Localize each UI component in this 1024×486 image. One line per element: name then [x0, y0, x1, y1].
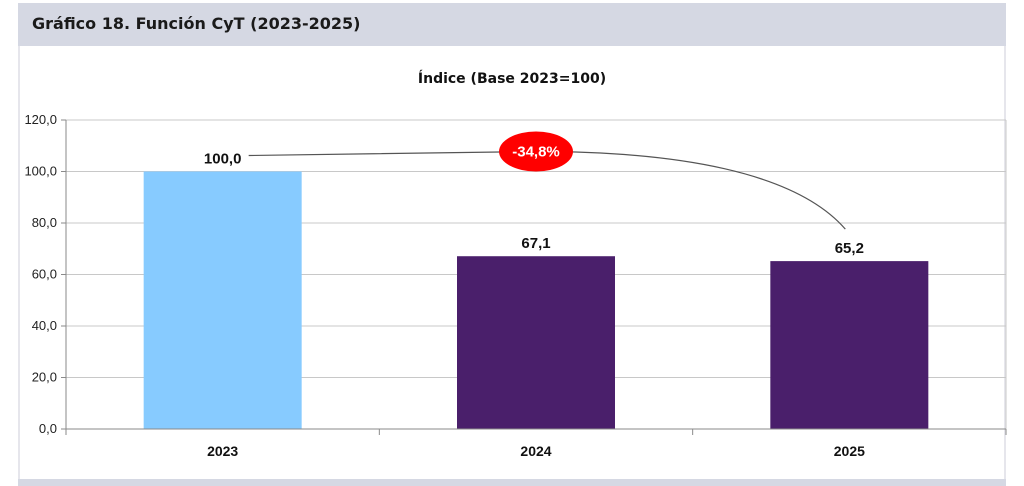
x-tick-label: 2023: [207, 443, 238, 459]
y-tick-label: 0,0: [39, 421, 57, 436]
y-tick-label: 40,0: [32, 318, 57, 333]
change-badge-text: -34,8%: [512, 144, 560, 161]
chart-header-band: Gráfico 18. Función CyT (2023-2025): [18, 3, 1006, 46]
y-tick-label: 100,0: [24, 164, 57, 179]
y-axis: 0,0 20,0 40,0 60,0 80,0 100,0 120,0: [24, 112, 67, 436]
y-tick-label: 20,0: [32, 370, 57, 385]
y-tick-label: 60,0: [32, 267, 57, 282]
y-tick-label: 120,0: [24, 112, 57, 127]
x-axis: 2023 2024 2025: [65, 428, 1007, 459]
x-tick-label: 2025: [834, 443, 865, 459]
data-labels: 100,0 67,1 65,2: [204, 151, 864, 258]
bar-2025: [770, 261, 929, 429]
data-label-2023: 100,0: [204, 151, 242, 168]
frame-left-border: [18, 46, 20, 486]
x-tick-label: 2024: [520, 443, 551, 459]
change-badge: [499, 131, 573, 172]
data-label-2024: 67,1: [521, 235, 550, 252]
chart-header-title: Gráfico 18. Función CyT (2023-2025): [32, 14, 361, 33]
bars: [143, 171, 929, 429]
bar-2023: [143, 171, 302, 429]
data-label-2025: 65,2: [835, 240, 864, 257]
chart-title: Índice (Base 2023=100): [418, 70, 606, 87]
bar-2024: [457, 256, 615, 429]
frame-right-border: [1004, 46, 1006, 486]
y-tick-label: 80,0: [32, 215, 57, 230]
bottom-band: [18, 479, 1006, 486]
change-annotation: -34,8%: [248, 131, 846, 230]
